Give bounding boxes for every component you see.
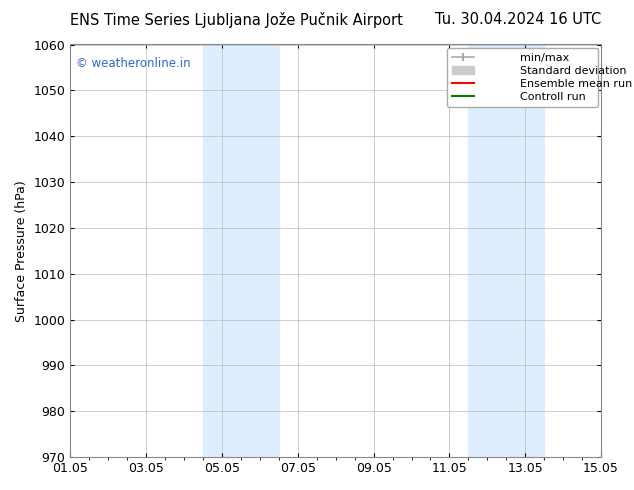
Text: ENS Time Series Ljubljana Jože Pučnik Airport: ENS Time Series Ljubljana Jože Pučnik Ai… <box>70 12 403 28</box>
Legend: min/max, Standard deviation, Ensemble mean run, Controll run: min/max, Standard deviation, Ensemble me… <box>446 48 598 107</box>
Y-axis label: Surface Pressure (hPa): Surface Pressure (hPa) <box>15 180 28 322</box>
Bar <box>469 45 544 457</box>
Text: © weatheronline.in: © weatheronline.in <box>75 57 190 70</box>
Bar <box>203 45 279 457</box>
Text: Tu. 30.04.2024 16 UTC: Tu. 30.04.2024 16 UTC <box>435 12 601 27</box>
